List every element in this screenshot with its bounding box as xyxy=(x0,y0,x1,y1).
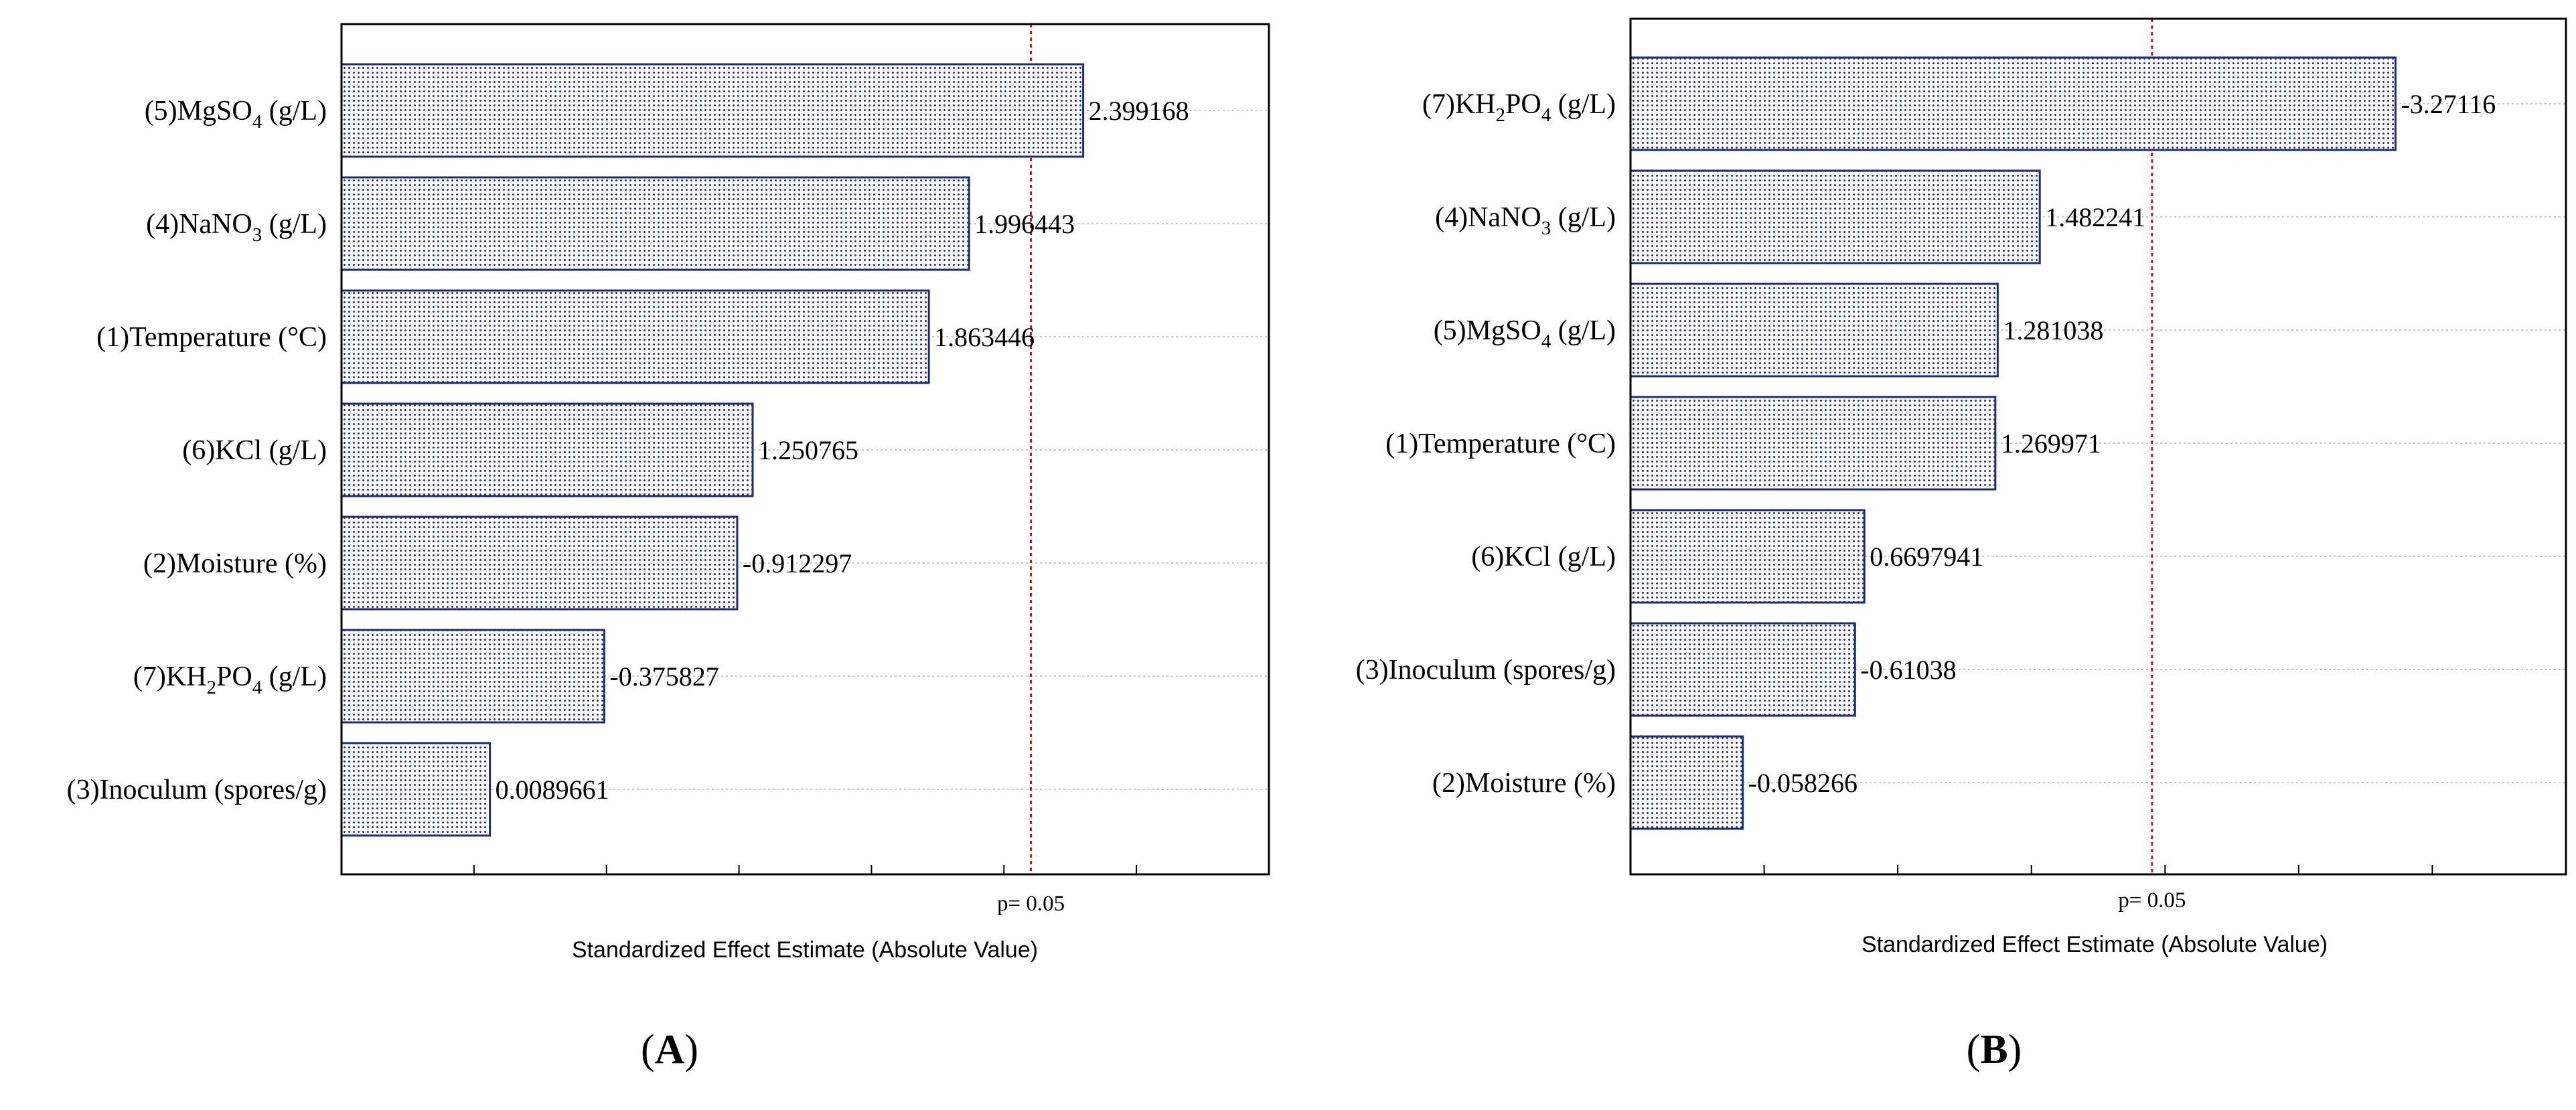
panel-b-ref-label: p= 0.05 xyxy=(2118,888,2186,913)
value-label: -0.375827 xyxy=(609,661,718,692)
bar xyxy=(340,629,605,724)
panel-b-ticks xyxy=(1763,865,2433,874)
value-label: 2.399168 xyxy=(1089,96,1189,126)
panel-b-x-axis-title: Standardized Effect Estimate (Absolute V… xyxy=(1862,932,2328,957)
bar xyxy=(1629,396,1997,491)
category-label: (7)KH2PO4 (g/L) xyxy=(1422,89,1616,126)
value-label: 0.0089661 xyxy=(496,775,609,805)
category-label: (1)Temperature (°C) xyxy=(96,322,327,353)
bar xyxy=(340,176,970,271)
panel-a-plot-frame xyxy=(340,23,1270,876)
category-label: (4)NaNO3 (g/L) xyxy=(1435,202,1616,239)
value-label: 1.281038 xyxy=(2003,315,2103,345)
bar xyxy=(1629,509,1866,604)
panel-a-ref-label: p= 0.05 xyxy=(997,892,1065,916)
category-label: (5)MgSO4 (g/L) xyxy=(1434,315,1616,352)
panel-a-label: (A) xyxy=(641,1027,698,1073)
panel-a-ticks xyxy=(473,865,1138,874)
category-label: (4)NaNO3 (g/L) xyxy=(146,209,327,246)
category-label: (6)KCl (g/L) xyxy=(182,435,327,466)
category-label: (3)Inoculum (spores/g) xyxy=(67,775,327,805)
panel-a-x-axis-title: Standardized Effect Estimate (Absolute V… xyxy=(572,937,1038,963)
bar xyxy=(340,402,754,497)
bar xyxy=(340,63,1085,158)
value-label: 0.6697941 xyxy=(1870,542,1983,572)
bar xyxy=(1629,169,2041,264)
category-label: (5)MgSO4 (g/L) xyxy=(145,96,327,133)
panel-b-values: -3.27116 1.482241 1.281038 1.269971 0.669794… xyxy=(1748,89,2496,798)
category-label: (2)Moisture (%) xyxy=(143,548,327,579)
bar xyxy=(1629,56,2397,151)
panel-b-letter: B xyxy=(1980,1027,2007,1073)
value-label: -0.058266 xyxy=(1748,768,1858,798)
category-label: (2)Moisture (%) xyxy=(1432,768,1616,799)
bar xyxy=(340,742,491,837)
bar xyxy=(1629,283,1999,378)
value-label: 1.269971 xyxy=(2001,428,2101,459)
value-label: -0.61038 xyxy=(1860,655,1956,685)
panel-a-letter: A xyxy=(655,1027,685,1073)
panel-a-labels: (5)MgSO4 (g/L) (4)NaNO3 (g/L) (1)Temperatu… xyxy=(67,96,327,805)
panel-b-plot-frame xyxy=(1629,17,2567,876)
bar xyxy=(1629,735,1744,830)
value-label: 1.250765 xyxy=(758,435,858,465)
panel-a-values: 2.399168 1.996443 1.863446 1.250765 -0.91229… xyxy=(496,96,1189,805)
value-label: -3.27116 xyxy=(2401,89,2496,119)
value-label: 1.863446 xyxy=(934,322,1035,352)
panel-b: (7)KH2PO4 (g/L) (4)NaNO3 (g/L) (5)MgSO4 (g… xyxy=(1356,17,2567,1073)
panel-a: (5)MgSO4 (g/L) (4)NaNO3 (g/L) (1)Temperatu… xyxy=(67,23,1270,1073)
value-label: 1.482241 xyxy=(2045,202,2145,232)
panel-b-label: (B) xyxy=(1967,1027,2022,1073)
bar xyxy=(1629,622,1856,717)
panel-a-bars xyxy=(340,63,1085,837)
panel-b-bars xyxy=(1629,56,2397,830)
value-label: 1.996443 xyxy=(974,209,1075,239)
category-label: (7)KH2PO4 (g/L) xyxy=(133,661,327,698)
category-label: (6)KCl (g/L) xyxy=(1471,542,1616,572)
panel-b-labels: (7)KH2PO4 (g/L) (4)NaNO3 (g/L) (5)MgSO4 (g… xyxy=(1356,89,1616,799)
bar xyxy=(340,516,739,611)
category-label: (1)Temperature (°C) xyxy=(1385,428,1616,459)
category-label: (3)Inoculum (spores/g) xyxy=(1356,655,1616,686)
value-label: -0.912297 xyxy=(743,548,852,578)
bar xyxy=(340,289,930,384)
